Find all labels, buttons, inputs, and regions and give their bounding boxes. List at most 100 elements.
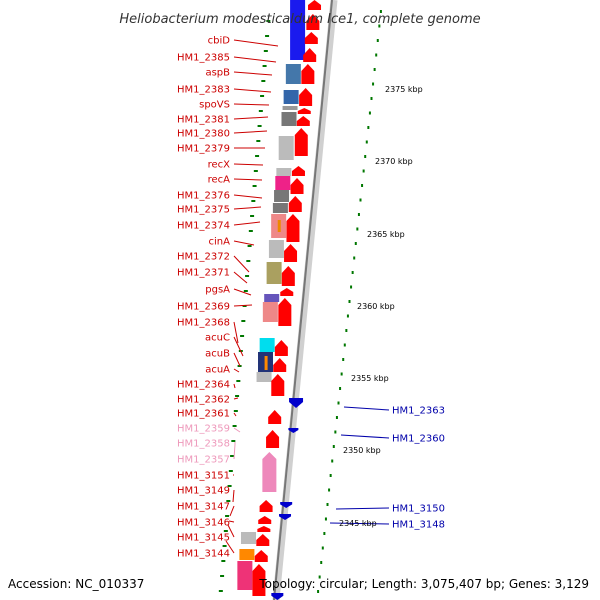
gene-arrow-plus[interactable] — [268, 410, 282, 424]
gene-arrow-plus[interactable] — [297, 108, 311, 114]
gene-arrow-plus[interactable] — [303, 48, 317, 62]
gene-label-hm1-3151[interactable]: HM1_3151 — [177, 471, 230, 482]
gene-label-hm1-2383[interactable]: HM1_2383 — [177, 85, 230, 96]
gene-arrow-plus[interactable] — [299, 88, 313, 106]
gene-arrow-plus[interactable] — [281, 266, 295, 286]
gene-arrow-minus[interactable] — [288, 428, 299, 433]
gene-label-hm1-2358[interactable]: HM1_2358 — [177, 439, 230, 450]
gene-arrow-plus[interactable] — [254, 550, 268, 562]
gene-arrow-minus[interactable] — [279, 514, 292, 520]
gene-label-acub[interactable]: acuB — [205, 349, 230, 360]
gene-arrow-plus[interactable] — [288, 196, 302, 212]
gene-arrow-plus[interactable] — [296, 116, 310, 126]
feature-block[interactable] — [239, 549, 255, 560]
gene-arrow-plus[interactable] — [274, 340, 288, 356]
gene-label-hm1-2380[interactable]: HM1_2380 — [177, 129, 230, 140]
gene-label-hm1-2375[interactable]: HM1_2375 — [177, 205, 230, 216]
feature-block[interactable] — [272, 203, 288, 213]
feature-block[interactable] — [240, 532, 256, 544]
feature-block[interactable] — [283, 90, 299, 104]
gene-label-spovs[interactable]: spoVS — [199, 100, 230, 111]
gene-label-hm1-3144[interactable]: HM1_3144 — [177, 549, 230, 560]
gene-label-hm1-3146[interactable]: HM1_3146 — [177, 518, 230, 529]
gene-label-cbid[interactable]: cbiD — [208, 36, 231, 47]
gene-arrow-plus[interactable] — [278, 298, 292, 326]
gene-arrow-plus[interactable] — [262, 452, 277, 492]
scale-dot — [334, 430, 337, 434]
gene-label-hm1-2371[interactable]: HM1_2371 — [177, 268, 230, 279]
gene-arrow-plus[interactable] — [291, 166, 305, 176]
gene-arrow-plus[interactable] — [257, 526, 271, 532]
feature-block[interactable] — [285, 64, 301, 84]
gene-label-hm1-2360[interactable]: HM1_2360 — [392, 434, 445, 445]
gene-label-cina[interactable]: cinA — [209, 237, 231, 248]
gene-arrow-minus[interactable] — [271, 593, 284, 600]
gene-label-recx[interactable]: recX — [208, 160, 231, 171]
gene-label-hm1-2364[interactable]: HM1_2364 — [177, 380, 230, 391]
gene-arrow-plus[interactable] — [301, 64, 315, 84]
gene-arrow-minus[interactable] — [280, 502, 293, 508]
gene-label-pgsa[interactable]: pgsA — [205, 285, 230, 296]
gene-label-hm1-2369[interactable]: HM1_2369 — [177, 302, 230, 313]
gene-arrow-plus[interactable] — [266, 430, 280, 448]
gene-label-hm1-2385[interactable]: HM1_2385 — [177, 53, 230, 64]
feature-block[interactable] — [262, 302, 278, 322]
topology-text: Topology: circular; Length: 3,075,407 bp… — [258, 577, 589, 591]
gene-arrow-plus[interactable] — [290, 178, 304, 194]
gene-label-hm1-2363[interactable]: HM1_2363 — [392, 406, 445, 417]
gene-label-hm1-2362[interactable]: HM1_2362 — [177, 395, 230, 406]
gene-label-hm1-3148[interactable]: HM1_3148 — [392, 520, 445, 531]
gene-arrow-plus[interactable] — [304, 32, 318, 44]
gene-arrow-plus[interactable] — [280, 288, 294, 296]
gene-arrow-plus[interactable] — [258, 516, 272, 524]
gene-arrow-plus[interactable] — [273, 358, 287, 372]
scale-dot — [348, 300, 351, 303]
gene-label-hm1-2372[interactable]: HM1_2372 — [177, 252, 230, 263]
gene-arrow-plus[interactable] — [256, 534, 270, 546]
feature-block[interactable] — [274, 190, 290, 202]
gene-label-hm1-2359[interactable]: HM1_2359 — [177, 424, 230, 435]
gene-arrow-plus[interactable] — [286, 214, 300, 242]
feature-block[interactable] — [256, 372, 272, 382]
feature-block[interactable] — [281, 112, 297, 126]
gene-label-reca[interactable]: recA — [208, 175, 231, 186]
feature-block[interactable] — [278, 136, 294, 160]
left-leader-line — [233, 443, 236, 460]
gene-arrow-plus[interactable] — [271, 374, 285, 396]
gene-arrow-plus[interactable] — [284, 244, 298, 262]
gene-arrow-plus[interactable] — [306, 14, 320, 30]
feature-block[interactable] — [276, 168, 292, 176]
gene-label-hm1-2379[interactable]: HM1_2379 — [177, 144, 230, 155]
feature-accent — [264, 356, 268, 370]
gene-label-acuc[interactable]: acuC — [205, 333, 230, 344]
feature-block[interactable] — [275, 176, 291, 190]
feature-block[interactable] — [268, 240, 284, 258]
gene-label-hm1-2361[interactable]: HM1_2361 — [177, 409, 230, 420]
gene-label-aspb[interactable]: aspB — [205, 68, 230, 79]
gene-arrow-minus[interactable] — [289, 398, 304, 408]
feature-block[interactable] — [266, 262, 282, 284]
gene-label-acua[interactable]: acuA — [205, 365, 230, 376]
gene-label-hm1-3145[interactable]: HM1_3145 — [177, 533, 230, 544]
gene-label-hm1-2381[interactable]: HM1_2381 — [177, 115, 230, 126]
left-leader-line — [233, 427, 241, 433]
feature-block[interactable] — [264, 294, 280, 302]
feature-block[interactable] — [290, 0, 306, 60]
gene-label-hm1-3149[interactable]: HM1_3149 — [177, 486, 230, 497]
gene-label-hm1-2374[interactable]: HM1_2374 — [177, 221, 230, 232]
feature-block[interactable] — [282, 106, 298, 110]
gene-label-hm1-2357[interactable]: HM1_2357 — [177, 455, 230, 466]
gene-label-hm1-3150[interactable]: HM1_3150 — [392, 504, 445, 515]
gene-label-hm1-3147[interactable]: HM1_3147 — [177, 502, 230, 513]
left-leader-line — [233, 88, 272, 93]
gene-label-hm1-2376[interactable]: HM1_2376 — [177, 191, 230, 202]
gene-label-hm1-2368[interactable]: HM1_2368 — [177, 318, 230, 329]
scale-dot — [351, 271, 354, 274]
gene-arrow-plus[interactable] — [294, 128, 308, 156]
gene-arrow-plus[interactable] — [308, 0, 322, 10]
feature-block[interactable] — [237, 561, 253, 590]
feature-block[interactable] — [259, 338, 275, 352]
gene-arrow-plus[interactable] — [259, 500, 273, 512]
scale-dot — [367, 126, 370, 129]
gene-arrow-plus[interactable] — [252, 564, 266, 596]
